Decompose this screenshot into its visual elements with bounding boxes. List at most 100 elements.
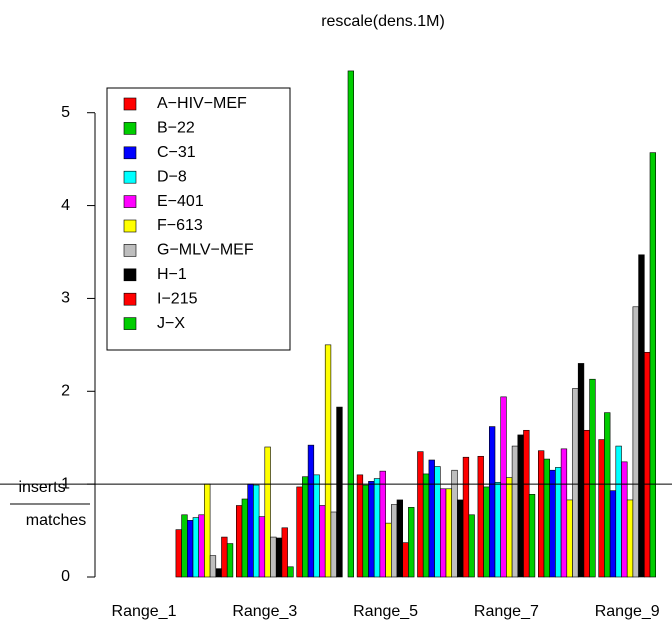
- legend-swatch: [123, 146, 137, 160]
- bar: [506, 477, 513, 578]
- bar: [347, 70, 354, 578]
- bar: [549, 469, 556, 578]
- bar: [621, 461, 628, 578]
- bar: [417, 451, 424, 578]
- x-tick-label: Range_5: [353, 603, 418, 620]
- bar: [604, 412, 611, 578]
- bar: [408, 507, 415, 578]
- bar: [319, 505, 326, 578]
- bar: [241, 498, 248, 578]
- x-tick-label: Range_9: [595, 603, 660, 620]
- bar: [434, 466, 441, 578]
- bar: [528, 494, 536, 578]
- bar: [396, 499, 403, 578]
- bar: [615, 445, 622, 578]
- bar: [523, 429, 530, 578]
- bar: [324, 344, 332, 578]
- bar: [511, 445, 519, 578]
- bar: [236, 505, 243, 578]
- legend-swatch: [123, 268, 137, 282]
- legend-label: B−22: [157, 120, 195, 137]
- bar: [175, 529, 182, 578]
- bar: [385, 522, 392, 578]
- legend-swatch: [123, 195, 137, 208]
- bar: [537, 450, 545, 578]
- bar: [402, 542, 409, 578]
- bar: [187, 520, 194, 578]
- legend-swatch: [123, 317, 137, 330]
- x-tick-label: Range_3: [232, 603, 297, 620]
- bar: [457, 499, 464, 578]
- bar: [598, 439, 605, 578]
- legend-label: A−HIV−MEF: [157, 95, 247, 112]
- legend-box: [106, 87, 291, 351]
- legend-label: E−401: [157, 193, 204, 210]
- bar: [275, 537, 283, 578]
- bar: [198, 514, 205, 578]
- legend-label: D−8: [157, 168, 187, 185]
- bar: [649, 152, 656, 578]
- bar: [192, 517, 199, 578]
- bar: [247, 483, 254, 578]
- legend-swatch: [123, 292, 137, 306]
- bar: [439, 488, 447, 578]
- legend-swatch: [123, 97, 137, 111]
- y-tick-label: 3: [61, 290, 70, 307]
- bar: [543, 458, 550, 578]
- bar: [445, 488, 452, 578]
- bar: [483, 486, 490, 578]
- bar: [451, 469, 458, 578]
- bar: [221, 536, 228, 578]
- legend-swatch: [123, 122, 137, 135]
- annotation: inserts: [18, 479, 65, 496]
- bar: [428, 459, 435, 578]
- bar: [609, 490, 617, 578]
- bar: [626, 499, 634, 578]
- legend-label: I−215: [157, 290, 198, 307]
- bar: [302, 476, 309, 578]
- bar: [287, 566, 294, 578]
- bar: [362, 484, 369, 578]
- x-tick-label: Range_1: [112, 603, 177, 620]
- legend-label: H−1: [157, 266, 187, 283]
- bar: [330, 511, 337, 578]
- bar: [379, 470, 386, 578]
- bar: [643, 351, 651, 578]
- legend-label: G−MLV−MEF: [157, 242, 254, 259]
- bar: [488, 426, 496, 578]
- chart-title: rescale(dens.1M): [321, 13, 445, 30]
- bar: [638, 254, 645, 578]
- legend-label: C−31: [157, 144, 196, 161]
- bar: [368, 481, 375, 578]
- bar: [226, 543, 234, 578]
- bar: [281, 527, 288, 578]
- legend-swatch: [123, 244, 137, 257]
- bar: [500, 396, 507, 578]
- bar: [253, 484, 260, 578]
- bar: [494, 481, 501, 578]
- bar: [517, 434, 524, 578]
- bar: [181, 514, 188, 578]
- bar: [390, 504, 398, 578]
- bar: [589, 378, 596, 578]
- bar: [373, 478, 381, 578]
- bar: [632, 306, 639, 578]
- legend-swatch: [123, 170, 137, 184]
- bar: [572, 388, 579, 578]
- bar: [583, 429, 590, 578]
- bar: [264, 446, 271, 578]
- y-tick-label: 4: [61, 197, 70, 214]
- bar: [468, 514, 475, 578]
- bar: [258, 516, 266, 578]
- legend-swatch: [123, 219, 137, 233]
- bar: [566, 499, 573, 578]
- x-tick-label: Range_7: [474, 603, 539, 620]
- annotation: matches: [26, 512, 86, 529]
- bar: [307, 444, 315, 578]
- bar: [313, 474, 320, 578]
- bar: [422, 473, 430, 578]
- bar: [356, 474, 364, 578]
- y-tick-label: 2: [61, 383, 70, 400]
- bar: [270, 536, 277, 578]
